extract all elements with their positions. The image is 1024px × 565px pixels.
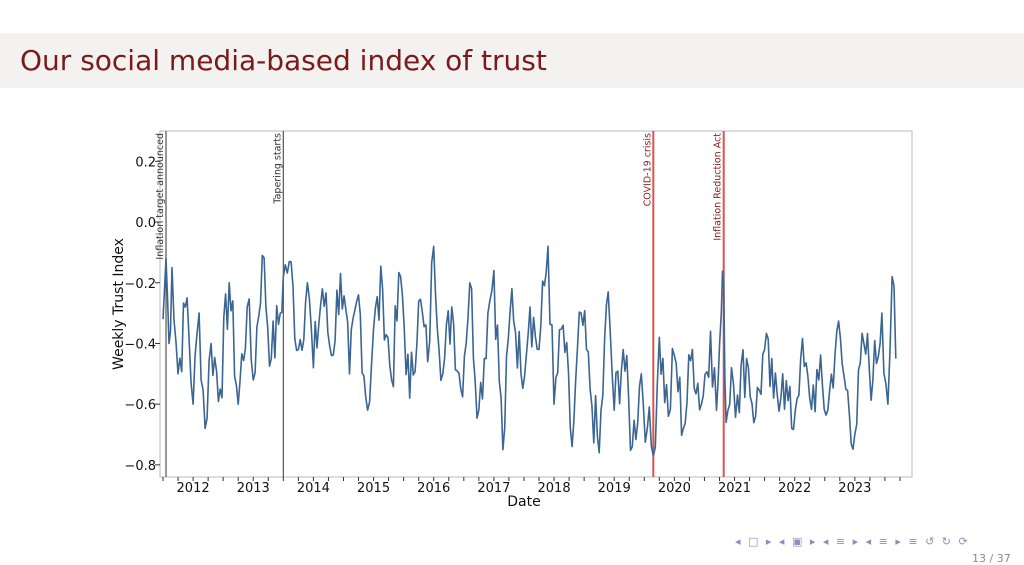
- x-tick-label: 2017: [477, 481, 510, 496]
- event-label: Inflation target announced: [155, 133, 166, 260]
- plot-frame: [159, 130, 913, 478]
- event-label: COVID-19 crisis: [642, 133, 653, 206]
- y-tick-label: 0.2: [135, 155, 156, 170]
- y-axis-label: Weekly Trust Index: [111, 238, 127, 370]
- x-tick-label: 2018: [538, 481, 571, 496]
- x-tick-label: 2020: [658, 481, 691, 496]
- x-tick-label: 2023: [838, 481, 871, 496]
- x-axis-label: Date: [507, 494, 540, 510]
- y-tick-label: 0.0: [135, 216, 156, 231]
- y-tick-label: −0.2: [124, 277, 156, 292]
- x-tick-label: 2022: [778, 481, 811, 496]
- x-tick-label: 2015: [357, 481, 390, 496]
- page-number: 13 / 37: [972, 552, 1011, 565]
- y-tick-label: −0.6: [124, 398, 156, 413]
- event-label: Inflation Reduction Act: [713, 133, 724, 241]
- window-top-bar: [0, 0, 1024, 30]
- y-tick-label: −0.8: [124, 459, 156, 474]
- x-tick-label: 2014: [297, 481, 330, 496]
- x-tick-label: 2012: [177, 481, 210, 496]
- x-tick-label: 2013: [237, 481, 270, 496]
- beamer-navigation-controls[interactable]: ◂ □ ▸ ◂ ▣ ▸ ◂ ≡ ▸ ◂ ≡ ▸ ≡ ↺ ↻ ⟳: [735, 535, 970, 548]
- x-tick-label: 2019: [598, 481, 631, 496]
- x-tick-label: 2016: [417, 481, 450, 496]
- slide-title-bar: [0, 33, 1024, 88]
- series-line-weekly-trust-index: [162, 245, 897, 457]
- y-tick-label: −0.4: [124, 337, 156, 352]
- x-tick-label: 2021: [718, 481, 751, 496]
- event-label: Tapering starts: [272, 133, 283, 205]
- slide-title: Our social media-based index of trust: [20, 44, 547, 77]
